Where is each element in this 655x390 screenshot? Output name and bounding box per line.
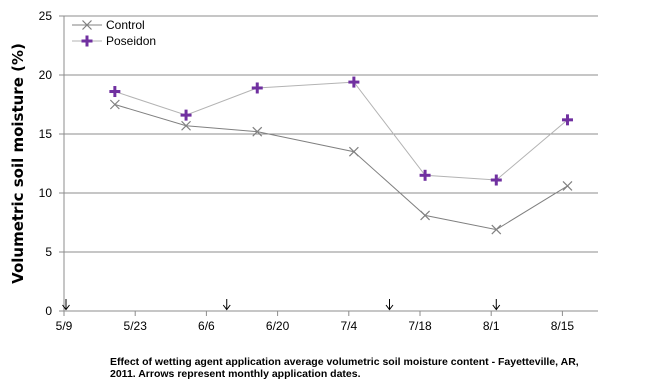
arrow-head [492, 304, 501, 311]
data-point-poseidon [180, 109, 192, 121]
data-point-control [181, 120, 191, 131]
application-arrow [222, 299, 231, 311]
x-tick-label: 5/9 [56, 319, 73, 333]
series-control [109, 99, 573, 235]
y-tick-label: 5 [45, 245, 52, 259]
legend-marker [81, 35, 93, 47]
data-point-control [491, 224, 502, 235]
chart: Control Poseidon 0 5 10 15 20 25 5/9 5/23 6/6 6/20… [9, 9, 598, 333]
data-point-poseidon [251, 82, 263, 94]
data-point-control [420, 210, 431, 221]
y-axis-label: Volumetric soil moisture (%) [9, 43, 27, 284]
x-tick-label: 5/23 [124, 319, 148, 333]
legend: Control Poseidon [72, 18, 156, 48]
arrow-head [222, 304, 231, 311]
x-tick-label: 6/20 [266, 319, 290, 333]
data-point-control [348, 146, 359, 157]
arrow-head [62, 304, 70, 311]
data-point-control [109, 99, 120, 110]
gridlines [64, 15, 598, 253]
legend-label: Poseidon [106, 34, 156, 48]
y-tick-label: 10 [39, 186, 53, 200]
data-point-poseidon [419, 169, 431, 181]
data-point-poseidon [109, 86, 121, 98]
application-arrow [62, 299, 70, 311]
x-tick-label: 8/15 [551, 319, 575, 333]
data-point-poseidon [490, 174, 502, 186]
y-tick-label: 0 [45, 304, 52, 318]
series-poseidon [109, 76, 573, 186]
application-arrow [492, 299, 501, 311]
axes [59, 15, 598, 316]
series-line-poseidon [114, 81, 568, 181]
y-tick-label: 25 [39, 9, 53, 23]
x-tick-label: 8/1 [483, 319, 500, 333]
y-tick-label: 20 [39, 68, 53, 82]
data-point-poseidon [561, 114, 573, 126]
series-layer [109, 76, 573, 235]
data-point-poseidon [348, 76, 360, 88]
legend-item-control: Control [72, 18, 145, 32]
figure-caption: Effect of wetting agent application aver… [110, 356, 579, 380]
legend-label: Control [106, 18, 145, 32]
x-tick-label: 6/6 [198, 319, 215, 333]
legend-marker [82, 20, 92, 30]
x-tick-label: 7/4 [340, 319, 357, 333]
axis-labels: 0 5 10 15 20 25 5/9 5/23 6/6 6/20 7/4 7/18 8/1 8/15 Vo… [9, 9, 574, 333]
data-point-control [562, 180, 573, 191]
application-arrow [385, 299, 394, 311]
legend-item-poseidon: Poseidon [72, 34, 156, 48]
data-point-control [252, 126, 263, 137]
arrow-head [385, 304, 394, 311]
y-tick-label: 15 [39, 127, 53, 141]
x-tick-label: 7/18 [408, 319, 432, 333]
